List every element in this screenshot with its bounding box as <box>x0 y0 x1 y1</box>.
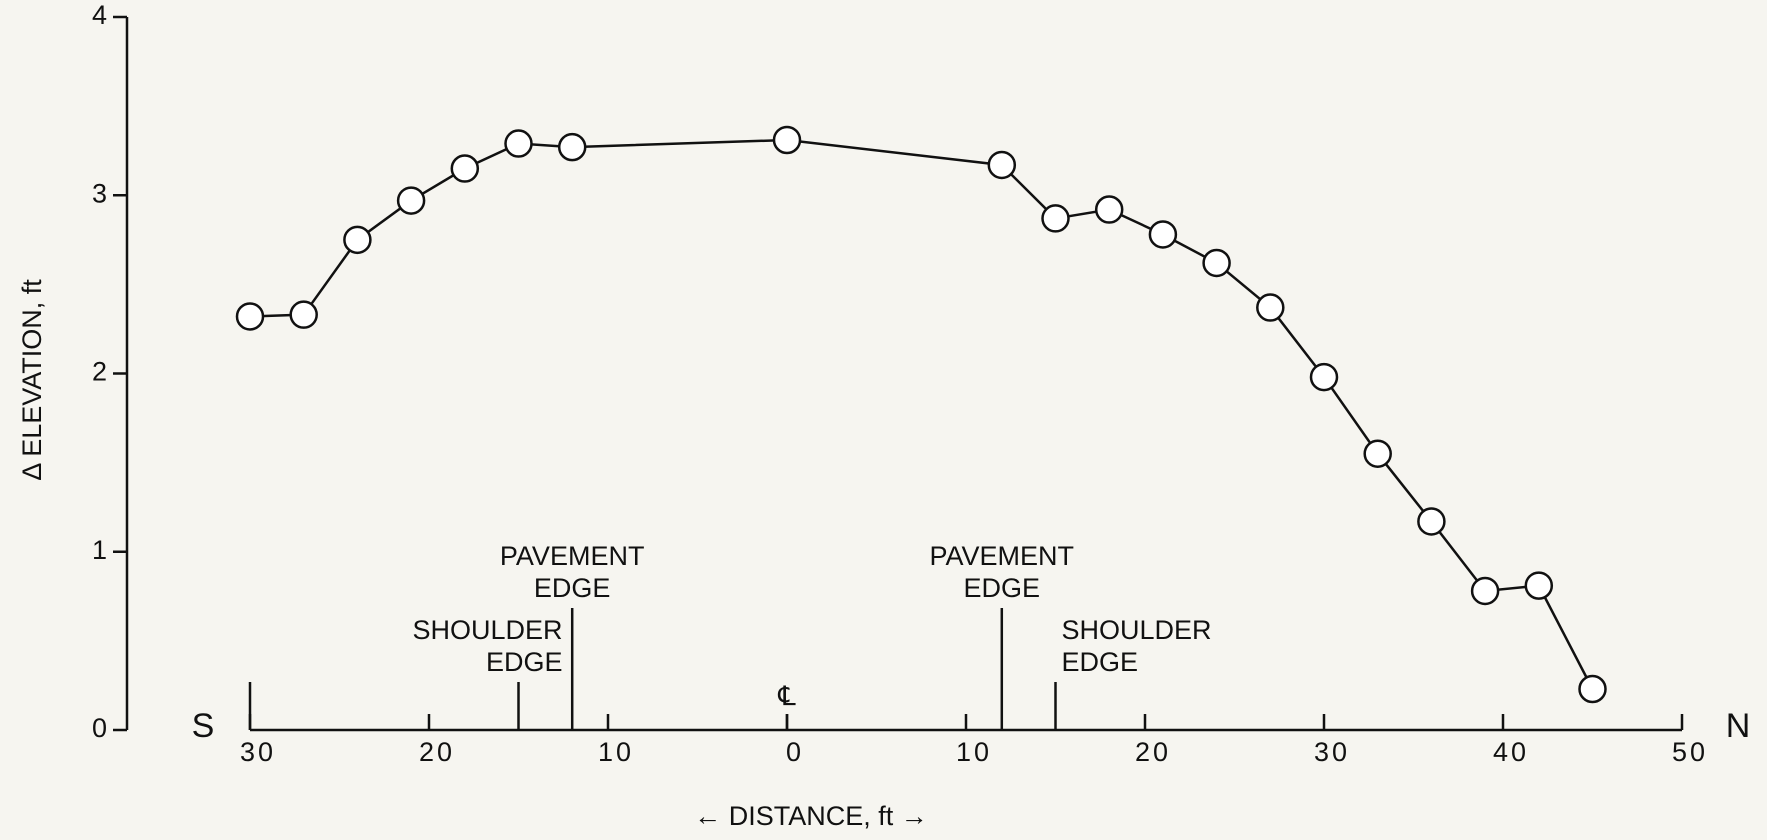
edge-label: PAVEMENT <box>500 541 645 571</box>
data-point <box>987 150 1017 180</box>
edge-label: EDGE <box>486 647 563 677</box>
data-point <box>504 129 533 158</box>
data-point <box>1578 674 1607 704</box>
x-tick-label: 30 <box>1314 737 1350 767</box>
y-tick-label: 1 <box>92 535 107 565</box>
data-point <box>1041 204 1070 233</box>
data-point <box>772 125 802 155</box>
data-point <box>343 225 372 255</box>
x-tick-label: 20 <box>419 737 455 767</box>
centerline-label: ℄ <box>777 681 796 711</box>
y-axis-label: Δ ELEVATION, ft <box>17 279 47 481</box>
data-point <box>1256 293 1285 322</box>
x-tick-label: 50 <box>1672 737 1708 767</box>
data-point <box>450 154 480 183</box>
y-tick-label: 4 <box>92 0 107 30</box>
data-point <box>1309 362 1339 392</box>
data-point <box>1524 571 1554 600</box>
data-point <box>1202 248 1231 278</box>
x-tick-label: 30 <box>240 737 276 767</box>
series-line <box>249 138 1594 690</box>
data-point <box>1363 439 1392 468</box>
data-point <box>1470 576 1500 606</box>
x-axis-label: ← DISTANCE, ft → <box>694 801 928 831</box>
edge-label: SHOULDER <box>412 615 562 645</box>
data-point <box>235 302 265 331</box>
x-tick-label: 10 <box>956 737 992 767</box>
x-tick-label: 10 <box>598 737 634 767</box>
data-point <box>289 300 318 329</box>
x-tick-label: 20 <box>1135 737 1171 767</box>
edge-label: PAVEMENT <box>930 541 1075 571</box>
data-point <box>1417 507 1446 536</box>
data-point <box>1094 195 1124 224</box>
north-label: N <box>1726 707 1751 745</box>
edge-label: SHOULDER <box>1062 615 1212 645</box>
data-point <box>1148 220 1178 249</box>
data-point <box>557 132 587 162</box>
edge-label: EDGE <box>964 573 1041 603</box>
x-tick-label: 0 <box>786 737 804 767</box>
y-tick-label: 0 <box>92 713 107 743</box>
x-tick-label: 40 <box>1493 737 1529 767</box>
edge-label: EDGE <box>1062 647 1139 677</box>
data-point <box>396 186 426 215</box>
y-tick-label: 2 <box>92 357 107 387</box>
south-label: S <box>192 707 215 745</box>
y-tick-label: 3 <box>92 178 107 208</box>
edge-label: EDGE <box>534 573 611 603</box>
